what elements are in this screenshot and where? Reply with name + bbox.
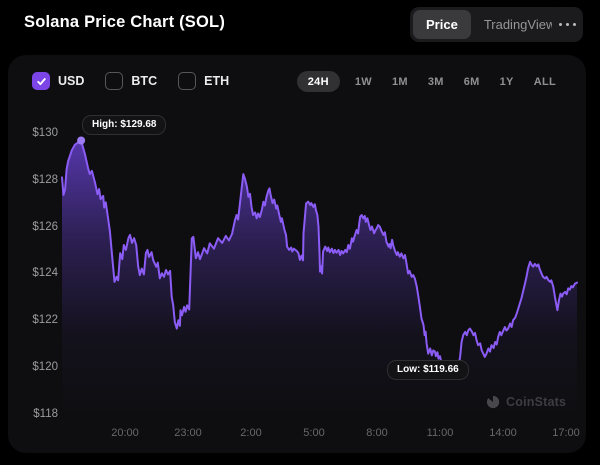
unchecked-checkbox-icon[interactable] [105, 72, 124, 90]
x-axis-label: 17:00 [552, 427, 580, 439]
range-1w[interactable]: 1W [354, 75, 372, 88]
currency-label: BTC [131, 74, 158, 88]
y-axis-label: $118 [33, 407, 58, 420]
currency-option-btc[interactable]: BTC [105, 72, 157, 90]
x-axis-label: 8:00 [366, 427, 388, 439]
x-axis-label: 20:00 [111, 427, 139, 439]
currency-option-usd[interactable]: USD [32, 72, 84, 90]
x-axis-label: 2:00 [240, 427, 262, 439]
y-axis-label: $120 [32, 360, 58, 373]
view-toggle: Price TradingView [410, 7, 572, 42]
range-3m[interactable]: 3M [427, 75, 444, 88]
price-line [61, 136, 578, 420]
y-axis-label: $122 [32, 314, 58, 326]
currency-label: ETH [204, 74, 230, 88]
currency-label: USD [58, 74, 85, 88]
ellipsis-icon [557, 22, 578, 27]
y-axis-label: $128 [32, 173, 58, 186]
currency-checkbox-group: USD BTC ETH [32, 72, 229, 90]
y-axis-label: $124 [32, 267, 58, 280]
x-axis-label: 5:00 [303, 427, 325, 439]
range-1y[interactable]: 1Y [499, 75, 514, 88]
x-axis-label: 11:00 [426, 427, 454, 439]
chart-card: USD BTC ETH 24H 1W 1M 3M 6M 1Y ALL $130 $128 $126 $… [8, 55, 586, 453]
range-1m[interactable]: 1M [391, 75, 408, 88]
time-range-group: 24H 1W 1M 3M 6M 1Y ALL [296, 71, 561, 92]
range-all[interactable]: ALL [533, 75, 556, 88]
x-axis-label: 14:00 [489, 427, 517, 439]
unchecked-checkbox-icon[interactable] [178, 72, 197, 90]
more-options-button[interactable] [552, 7, 583, 42]
high-point-dot [77, 136, 86, 145]
tab-price[interactable]: Price [413, 10, 471, 39]
price-area-chart[interactable] [61, 115, 578, 420]
high-tooltip: High: $129.68 [82, 115, 167, 135]
y-axis-label: $126 [32, 220, 58, 233]
y-axis-label: $130 [32, 127, 58, 139]
coinstats-watermark: CoinStats [486, 395, 566, 409]
x-axis-label: 23:00 [174, 427, 202, 439]
page-title: Solana Price Chart (SOL) [24, 13, 226, 31]
currency-option-eth[interactable]: ETH [178, 72, 229, 90]
price-line-path [61, 139, 578, 376]
range-6m[interactable]: 6M [463, 75, 480, 88]
watermark-text: CoinStats [506, 395, 567, 409]
range-24h[interactable]: 24H [296, 71, 340, 92]
tab-tradingview[interactable]: TradingView [483, 17, 556, 32]
coinstats-logo-icon [486, 395, 500, 409]
area-fill [62, 140, 577, 420]
checked-checkbox-icon[interactable] [32, 72, 50, 90]
low-tooltip: Low: $119.66 [387, 360, 469, 380]
